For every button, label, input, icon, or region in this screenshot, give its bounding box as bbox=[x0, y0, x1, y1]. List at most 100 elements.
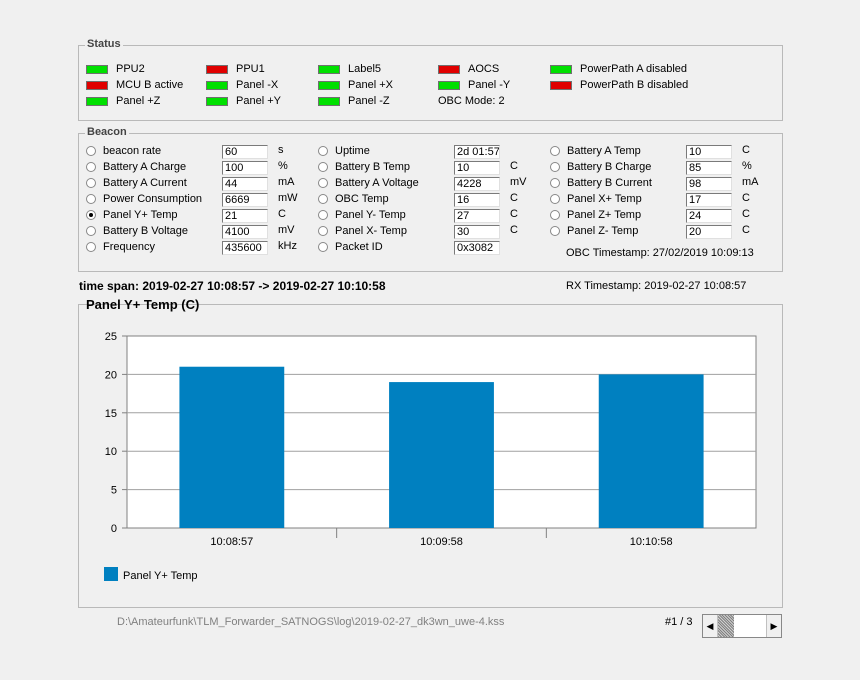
beacon-channel-radio[interactable]: Battery B Charge bbox=[550, 159, 651, 175]
radio-button-icon[interactable] bbox=[318, 210, 328, 220]
radio-button-icon[interactable] bbox=[550, 226, 560, 236]
radio-button-icon[interactable] bbox=[86, 242, 96, 252]
radio-button-icon[interactable] bbox=[86, 146, 96, 156]
beacon-channel-radio[interactable]: Battery B Current bbox=[550, 175, 652, 191]
beacon-value-field: 435600 bbox=[222, 241, 268, 255]
beacon-channel-radio[interactable]: Panel Y- Temp bbox=[318, 207, 406, 223]
radio-button-icon[interactable] bbox=[318, 226, 328, 236]
beacon-value-field: 10 bbox=[686, 145, 732, 159]
status-title: Status bbox=[85, 38, 123, 50]
status-label: Label5 bbox=[348, 63, 382, 75]
beacon-channel-radio[interactable]: beacon rate bbox=[86, 143, 161, 159]
beacon-channel-label: Battery A Charge bbox=[103, 161, 187, 173]
beacon-channel-radio[interactable]: Panel X- Temp bbox=[318, 223, 407, 239]
beacon-channel-radio[interactable]: Battery A Voltage bbox=[318, 175, 419, 191]
page-scrollbar[interactable]: ◀ ▶ bbox=[702, 614, 782, 638]
radio-button-icon[interactable] bbox=[550, 162, 560, 172]
status-label: Panel -Z bbox=[348, 95, 390, 107]
status-indicator: Panel -Y bbox=[438, 78, 510, 92]
beacon-channel-radio[interactable]: Battery B Voltage bbox=[86, 223, 188, 239]
status-indicator: MCU B active bbox=[86, 78, 183, 92]
radio-button-icon[interactable] bbox=[550, 178, 560, 188]
beacon-group: Beacon bbox=[78, 126, 783, 272]
status-led-icon bbox=[318, 96, 340, 106]
radio-button-icon[interactable] bbox=[86, 162, 96, 172]
beacon-channel-label: Panel Y- Temp bbox=[335, 209, 406, 221]
obc-timestamp: OBC Timestamp: 27/02/2019 10:09:13 bbox=[566, 247, 754, 259]
radio-button-icon[interactable] bbox=[318, 242, 328, 252]
radio-button-icon[interactable] bbox=[86, 194, 96, 204]
status-led-icon bbox=[206, 80, 228, 90]
radio-button-icon[interactable] bbox=[318, 178, 328, 188]
beacon-channel-label: Panel Y+ Temp bbox=[103, 209, 178, 221]
beacon-value-field: 6669 bbox=[222, 193, 268, 207]
radio-button-icon[interactable] bbox=[86, 226, 96, 236]
radio-button-icon[interactable] bbox=[550, 210, 560, 220]
beacon-unit-label: s bbox=[278, 144, 284, 156]
beacon-channel-label: Battery B Voltage bbox=[103, 225, 188, 237]
scroll-thumb[interactable] bbox=[718, 615, 734, 637]
radio-button-icon[interactable] bbox=[86, 178, 96, 188]
beacon-value-field: 4228 bbox=[454, 177, 500, 191]
radio-button-icon[interactable] bbox=[86, 210, 96, 220]
status-led-icon bbox=[86, 64, 108, 74]
status-led-icon bbox=[438, 64, 460, 74]
beacon-channel-label: Battery B Charge bbox=[567, 161, 652, 173]
scroll-left-button[interactable]: ◀ bbox=[703, 615, 718, 637]
scroll-right-button[interactable]: ▶ bbox=[766, 615, 781, 637]
status-indicator: PowerPath A disabled bbox=[550, 62, 687, 76]
beacon-value-field: 98 bbox=[686, 177, 732, 191]
beacon-channel-radio[interactable]: Uptime bbox=[318, 143, 370, 159]
beacon-channel-radio[interactable]: Panel Z+ Temp bbox=[550, 207, 641, 223]
beacon-unit-label: C bbox=[278, 208, 286, 220]
beacon-unit-label: % bbox=[278, 160, 288, 172]
status-indicator: Panel +X bbox=[318, 78, 393, 92]
beacon-unit-label: mV bbox=[510, 176, 527, 188]
beacon-channel-label: Battery B Current bbox=[567, 177, 652, 189]
radio-button-icon[interactable] bbox=[550, 146, 560, 156]
beacon-channel-radio[interactable]: Panel Y+ Temp bbox=[86, 207, 178, 223]
radio-button-icon[interactable] bbox=[550, 194, 560, 204]
status-led-icon bbox=[318, 80, 340, 90]
beacon-unit-label: C bbox=[742, 144, 750, 156]
beacon-channel-radio[interactable]: Packet ID bbox=[318, 239, 383, 255]
radio-button-icon[interactable] bbox=[318, 146, 328, 156]
beacon-unit-label: mW bbox=[278, 192, 298, 204]
beacon-unit-label: mA bbox=[742, 176, 759, 188]
beacon-channel-radio[interactable]: Frequency bbox=[86, 239, 155, 255]
beacon-value-field: 2d 01:57 bbox=[454, 145, 500, 159]
scroll-track[interactable] bbox=[734, 615, 766, 637]
beacon-channel-label: Battery B Temp bbox=[335, 161, 410, 173]
beacon-value-field: 21 bbox=[222, 209, 268, 223]
beacon-channel-radio[interactable]: Panel Z- Temp bbox=[550, 223, 638, 239]
status-group: Status bbox=[78, 38, 783, 121]
beacon-channel-label: Power Consumption bbox=[103, 193, 203, 205]
beacon-unit-label: C bbox=[510, 160, 518, 172]
beacon-value-field: 17 bbox=[686, 193, 732, 207]
status-indicator: Panel -Z bbox=[318, 94, 390, 108]
status-indicator: Panel +Y bbox=[206, 94, 281, 108]
status-indicator: PPU2 bbox=[86, 62, 145, 76]
beacon-channel-radio[interactable]: Power Consumption bbox=[86, 191, 202, 207]
beacon-value-field: 0x3082 bbox=[454, 241, 500, 255]
beacon-unit-label: C bbox=[510, 224, 518, 236]
status-label: AOCS bbox=[468, 63, 500, 75]
status-led-icon bbox=[86, 80, 108, 90]
beacon-unit-label: C bbox=[510, 192, 518, 204]
beacon-channel-radio[interactable]: OBC Temp bbox=[318, 191, 389, 207]
beacon-unit-label: C bbox=[742, 224, 750, 236]
beacon-value-field: 44 bbox=[222, 177, 268, 191]
beacon-channel-radio[interactable]: Battery A Charge bbox=[86, 159, 186, 175]
beacon-title: Beacon bbox=[85, 126, 129, 138]
beacon-value-field: 24 bbox=[686, 209, 732, 223]
beacon-channel-radio[interactable]: Battery A Current bbox=[86, 175, 187, 191]
beacon-value-field: 4100 bbox=[222, 225, 268, 239]
status-led-icon bbox=[86, 96, 108, 106]
beacon-channel-radio[interactable]: Panel X+ Temp bbox=[550, 191, 642, 207]
status-label: PPU1 bbox=[236, 63, 265, 75]
radio-button-icon[interactable] bbox=[318, 162, 328, 172]
beacon-channel-label: Battery A Current bbox=[103, 177, 187, 189]
beacon-channel-radio[interactable]: Battery B Temp bbox=[318, 159, 410, 175]
beacon-channel-radio[interactable]: Battery A Temp bbox=[550, 143, 641, 159]
radio-button-icon[interactable] bbox=[318, 194, 328, 204]
